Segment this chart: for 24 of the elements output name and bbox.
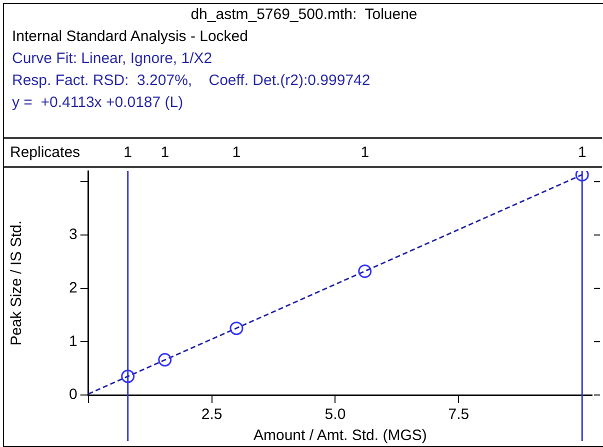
text: 1 [160, 144, 170, 162]
text: y = +0.4113x +0.0187 (L) [11, 93, 184, 113]
text: 1 [578, 144, 586, 162]
point [121, 370, 135, 384]
point [158, 353, 172, 367]
x-tick-label: 5.0 [324, 406, 346, 424]
y-tick-label: 0 [69, 386, 78, 404]
text: Replicates [10, 144, 80, 162]
y-tick-label: 1 [69, 332, 78, 350]
text: 1 [360, 144, 370, 162]
point [358, 264, 372, 278]
text: 1 [124, 144, 132, 162]
x-tick-label: 2.5 [201, 406, 222, 424]
point [230, 322, 244, 336]
y-axis-title: Peak Size / IS Std. [8, 220, 26, 346]
y-tick-label: 2 [69, 279, 78, 296]
text: 1 [232, 144, 241, 162]
x-tick-label: 7.5 [448, 406, 470, 424]
y-tick-label: 3 [69, 226, 78, 244]
x-axis-title: Amount / Amt. Std. (MGS) [253, 427, 427, 444]
text: Resp. Fact. RSD: 3.207%, Coeff. Det.(r2):0.999742 [11, 71, 372, 91]
text: Curve Fit: Linear, Ignore, 1/X2 [11, 49, 214, 69]
chart-subtitle: Internal Standard Analysis - Locked [11, 27, 249, 47]
chart-title: dh_astm_5769_500.mth: Toluene [190, 5, 418, 25]
